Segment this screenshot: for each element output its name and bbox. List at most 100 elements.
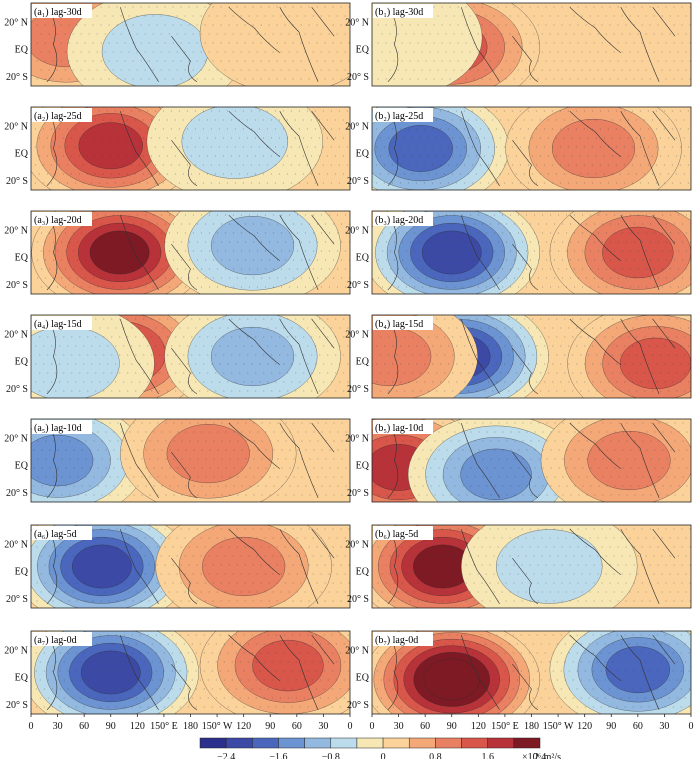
- lat-tick-label: 20° N: [345, 121, 369, 132]
- panel-frame: [30, 524, 351, 609]
- lat-tick-label: 20° S: [347, 700, 369, 711]
- colorbar: −2.4 −1.6 −0.8 0 0.8 1.6 2.4×10⁶ m²/s: [199, 737, 561, 759]
- contour-level: [602, 226, 674, 279]
- panel-label-bg: [373, 4, 433, 18]
- x-tick-label: 60: [79, 721, 89, 732]
- colorbar-swatch: [225, 737, 253, 749]
- colorbar-swatch: [408, 737, 436, 749]
- panel-label-bg: [32, 526, 92, 540]
- lat-tick-label: EQ: [356, 461, 370, 472]
- contour-level: [31, 434, 94, 487]
- colorbar-swatch: [199, 737, 227, 749]
- x-axis: 0 30 60 90 120 150° E 180 150° W 120 90 60 30 0: [29, 714, 353, 732]
- lat-tick-label: 20° S: [347, 176, 369, 187]
- colorbar-tick-label: 0.8: [429, 752, 442, 759]
- map-panel: (b₂) lag-25d 20° N EQ 20° S: [345, 106, 692, 191]
- contour-level: [80, 650, 141, 695]
- colorbar-swatch: [252, 737, 279, 749]
- panel-frame: [371, 106, 692, 191]
- lat-tick-label: EQ: [15, 567, 29, 578]
- panel-label: (a₇) lag-0d: [34, 635, 77, 646]
- x-tick-label: 120: [130, 721, 145, 732]
- lat-tick-label: 20° S: [6, 176, 28, 187]
- contour-level: [78, 122, 143, 170]
- x-tick-label: 30: [53, 721, 63, 732]
- x-tick-label: 90: [606, 721, 616, 732]
- lat-tick-label: 20° N: [4, 645, 28, 656]
- lat-tick-label: 20° S: [6, 594, 28, 605]
- lat-tick-label: 20° S: [347, 280, 369, 291]
- colorbar-swatch: [304, 737, 332, 749]
- map-panel: (a₆) lag-5d 20° N EQ 20° S: [4, 524, 351, 609]
- colorbar-swatch: [382, 737, 410, 749]
- latitude-labels: 20° N EQ 20° S: [4, 121, 28, 187]
- map-panel: (a₇) lag-0d 20° N EQ 20° S: [4, 630, 351, 715]
- lat-tick-label: EQ: [15, 253, 29, 264]
- panel-label-bg: [32, 212, 92, 226]
- contour-level: [181, 107, 289, 179]
- panel-label-bg: [373, 316, 433, 330]
- lat-tick-label: EQ: [15, 45, 29, 56]
- panel-label-bg: [373, 420, 433, 434]
- map-panel: (a₃) lag-20d 20° N EQ 20° S: [4, 210, 351, 295]
- colorbar-tick-label: −0.8: [322, 752, 340, 759]
- significance-stipple: [378, 214, 691, 288]
- latitude-labels: 20° N EQ 20° S: [4, 225, 28, 291]
- x-tick-label: 90: [106, 721, 116, 732]
- lat-tick-label: EQ: [15, 673, 29, 684]
- panel-label: (a₂) lag-25d: [34, 111, 82, 122]
- contour-level: [199, 3, 350, 86]
- panel-frame: [371, 418, 692, 503]
- lat-tick-label: EQ: [356, 567, 370, 578]
- contour-level: [388, 125, 453, 172]
- lat-tick-label: 20° N: [345, 225, 369, 236]
- contour-level: [587, 430, 671, 491]
- panel-label: (b₆) lag-5d: [375, 529, 418, 540]
- x-tick-label: 120: [471, 721, 486, 732]
- panel-label: (b₇) lag-0d: [375, 635, 418, 646]
- x-tick-label: 120: [236, 721, 251, 732]
- lat-tick-label: EQ: [15, 357, 29, 368]
- panel-label-bg: [32, 4, 92, 18]
- panel-frame: [30, 210, 351, 295]
- colorbar-unit-label: ×10⁶ m²/s: [522, 752, 561, 759]
- colorbar-tick-label: 1.6: [481, 752, 494, 759]
- latitude-labels: 20° N EQ 20° S: [4, 17, 28, 83]
- lat-tick-label: 20° S: [347, 384, 369, 395]
- panel-frame: [371, 210, 692, 295]
- map-panel: (b₄) lag-15d 20° N EQ 20° S: [345, 314, 692, 399]
- contour-level: [423, 658, 480, 701]
- colorbar-tick-label: −2.4: [217, 752, 235, 759]
- lat-tick-label: 20° N: [4, 329, 28, 340]
- contour-level: [551, 118, 636, 179]
- map-panel: (a₁) lag-30d 20° N EQ 20° S: [4, 2, 351, 87]
- lat-tick-label: 20° S: [347, 488, 369, 499]
- colorbar-swatch: [356, 737, 384, 749]
- contour-level: [372, 3, 483, 86]
- lat-tick-label: 20° N: [345, 539, 369, 550]
- x-tick-label: 120: [577, 721, 592, 732]
- contour-level: [495, 529, 603, 604]
- x-tick-label: 0: [29, 721, 34, 732]
- colorbar-tick-label: 2.4: [534, 752, 547, 759]
- latitude-labels: 20° N EQ 20° S: [345, 121, 369, 187]
- x-tick-label: 150° E: [491, 721, 519, 732]
- x-tick-label: 90: [447, 721, 457, 732]
- contour-level: [210, 326, 295, 387]
- panel-frame: [371, 314, 692, 399]
- x-tick-label: 0: [689, 721, 694, 732]
- x-axis: 0 30 60 90 120 150° E 180 150° W 120 90 60 30 0: [370, 714, 694, 732]
- panel-label: (b₃) lag-20d: [375, 215, 423, 226]
- latitude-labels: 20° N EQ 20° S: [4, 329, 28, 395]
- panel-label-bg: [373, 526, 433, 540]
- latitude-labels: 20° N EQ 20° S: [345, 17, 369, 83]
- latitude-labels: 20° N EQ 20° S: [345, 539, 369, 605]
- latitude-labels: 20° N EQ 20° S: [345, 225, 369, 291]
- panel-frame: [30, 314, 351, 399]
- x-tick-label: 60: [420, 721, 430, 732]
- panel-frame: [30, 418, 351, 503]
- x-tick-label: 180: [524, 721, 539, 732]
- panel-label: (a₃) lag-20d: [34, 215, 82, 226]
- map-panel: (b₃) lag-20d 20° N EQ 20° S: [345, 210, 692, 295]
- panel-label: (a₄) lag-15d: [34, 319, 82, 330]
